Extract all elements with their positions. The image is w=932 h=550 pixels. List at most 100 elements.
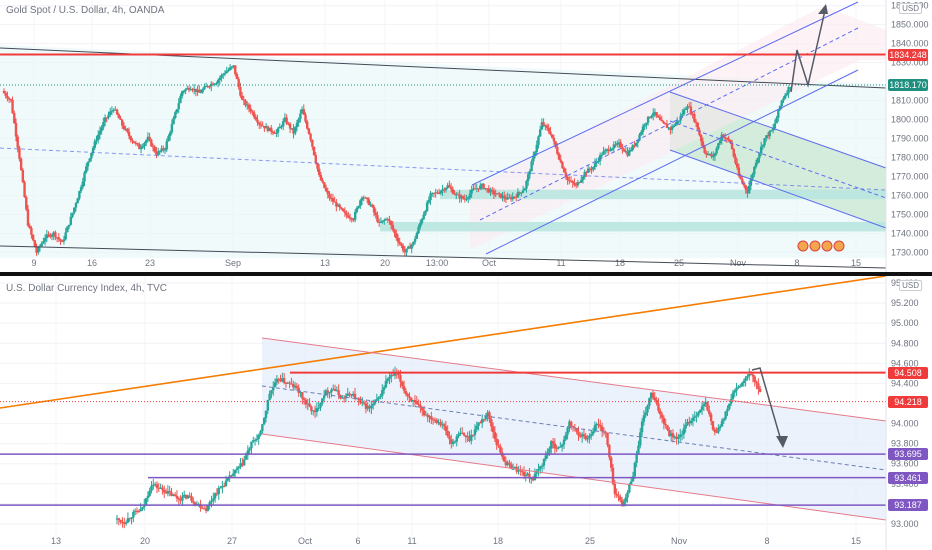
gold-candle-body [427,200,431,203]
dxy-candle-body [688,421,691,424]
gold-currency-label[interactable]: USD [899,3,922,14]
dxy-candle-body [302,398,306,400]
gold-candle-body [465,198,468,200]
dxy-candle-body [484,415,488,420]
gold-candle-body [694,121,698,123]
dxy-candle-body [453,441,457,443]
gold-candle-body [170,124,174,133]
gold-candle-body [335,202,338,207]
dxy-candle-body [604,432,607,434]
gold-candle-body [494,194,497,196]
gold-flag-mid [669,120,887,199]
gold-candle-body [19,158,23,171]
dxy-candle-body [290,383,293,385]
dxy-candle-body [250,441,253,449]
gold-candle-body [448,185,451,188]
gold-candle-body [132,141,136,143]
dxy-candle-body [680,434,684,436]
gold-candle-body [586,168,590,174]
gold-candle-body [712,156,715,158]
gold-candle-body [604,150,607,152]
dxy-candle-body [571,426,575,428]
dxy-candle-body [193,502,197,505]
gold-lower-trendline [0,245,887,269]
gold-candle-body [765,135,768,139]
gold-candle-body [127,131,131,137]
dxy-candle-body [277,378,280,380]
dxy-candle-body [542,459,546,466]
dxy-candle-body [308,403,311,407]
gold-candle-body [220,75,223,78]
gold-candle-body [307,128,311,134]
gold-candle-body [102,122,105,128]
dxy-candle-body [668,430,671,437]
gold-candle-body [759,146,763,154]
dxy-candle-body [706,402,709,411]
dxy-candle-body [649,392,653,399]
gold-candle-body [518,192,521,194]
dxy-candle-body [321,398,324,404]
gold-candle-body [74,203,78,208]
dxy-candle-body [222,485,226,487]
gold-candle-body [326,191,329,195]
gold-candle-body [542,122,545,126]
gold-candle-body [374,212,377,216]
gold-candle-body [61,241,64,243]
gold-candle-body [156,151,160,156]
dxy-candle-body [631,476,635,482]
dxy-price-tag-support: 93.461 [888,471,928,484]
dxy-candle-body [748,374,751,377]
gold-candle-body [652,112,655,116]
dxy-candle-body [213,493,217,499]
gold-candle-body [276,128,280,133]
gold-candle-body [348,217,352,219]
gold-candle-body [676,120,679,124]
gold-chart-pane[interactable]: 1860.0001850.0001840.0001830.0001810.000… [0,0,932,272]
gold-candle-body [165,141,168,150]
gold-candle-body [304,114,307,122]
dxy-candle-body [715,431,718,433]
gold-candle-body [696,122,699,130]
gold-candle-body [439,191,443,194]
dxy-candle-body [199,504,202,508]
dxy-candle-body [419,405,422,408]
gold-candle-body [773,123,777,129]
dxy-candle-body [682,428,686,435]
gold-candle-body [578,182,581,184]
dxy-currency-label[interactable]: USD [899,280,922,291]
dxy-x-tick-label: 18 [493,536,503,546]
gold-candle-body [525,180,528,189]
dxy-candle-body [424,414,428,416]
gold-candle-body [475,188,478,190]
gold-candle-body [268,127,271,132]
dxy-candle-body [575,428,578,432]
gold-candle-body [612,144,616,149]
gold-y-tick-label: 1830.000 [891,58,929,68]
dxy-candle-body [522,471,526,476]
gold-candle-body [225,71,228,74]
gold-candle-body [192,88,196,91]
dxy-candle-body [232,473,235,477]
dxy-candle-body [137,511,141,513]
gold-arrow-head [818,4,828,14]
dxy-candle-body [115,518,119,520]
pane-separator[interactable] [0,272,932,276]
dxy-candle-body [568,421,571,428]
gold-candle-body [316,162,319,169]
dxy-x-tick-label: 15 [851,536,861,546]
gold-candle-body [621,147,624,150]
dxy-candle-body [371,403,375,406]
gold-candle-body [717,143,720,149]
gold-candle-body [715,148,718,154]
dxy-candle-body [540,465,544,467]
dxy-candle-body [132,511,135,518]
dxy-candle-body [221,485,224,488]
gold-candle-body [727,138,730,141]
dxy-chart-pane[interactable]: 95.40095.20095.00094.80094.60094.40094.0… [0,276,932,550]
gold-candle-body [237,79,240,87]
gold-candle-body [706,154,710,156]
dxy-candle-body [190,496,193,501]
gold-candle-body [545,125,549,128]
dxy-candle-body [324,390,328,396]
dxy-candle-body [163,489,166,493]
